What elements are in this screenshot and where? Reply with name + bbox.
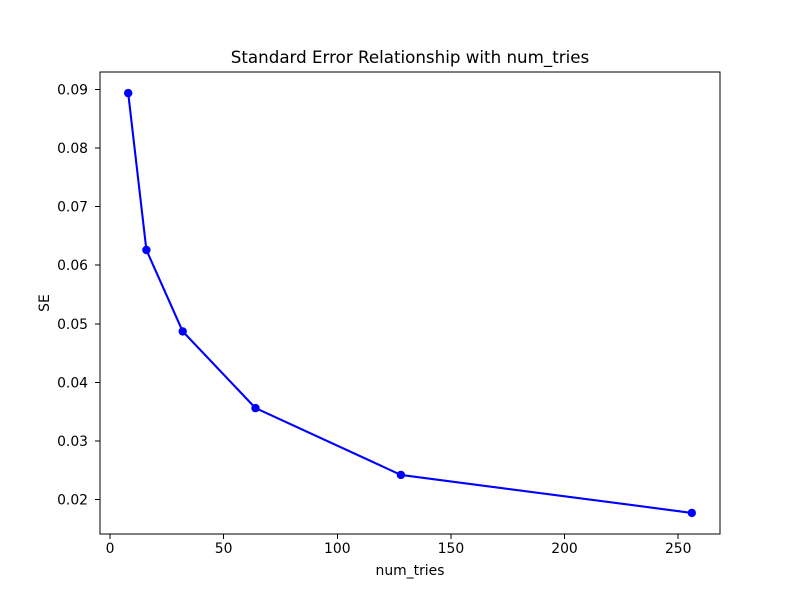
x-tick-label: 150 bbox=[438, 541, 465, 557]
y-tick-label: 0.03 bbox=[57, 434, 88, 450]
plot-area bbox=[99, 71, 721, 535]
x-tick-label: 200 bbox=[551, 541, 578, 557]
y-tick-label: 0.07 bbox=[57, 200, 88, 216]
y-tick-label: 0.05 bbox=[57, 317, 88, 333]
y-tick-label: 0.04 bbox=[57, 375, 88, 391]
data-point-marker bbox=[687, 508, 696, 518]
x-axis-label: num_tries bbox=[376, 563, 445, 579]
y-axis-label: SE bbox=[37, 294, 53, 312]
data-point-marker bbox=[124, 88, 133, 98]
y-tick-label: 0.08 bbox=[57, 141, 88, 157]
data-point-marker bbox=[251, 403, 260, 413]
chart-title: Standard Error Relationship with num_tri… bbox=[231, 47, 589, 68]
series-line bbox=[127, 92, 693, 514]
x-tick-label: 250 bbox=[665, 541, 692, 557]
data-series bbox=[124, 88, 696, 518]
y-tick-label: 0.06 bbox=[57, 258, 88, 274]
x-tick-label: 100 bbox=[324, 541, 351, 557]
x-tick-label: 50 bbox=[215, 541, 233, 557]
y-tick-label: 0.02 bbox=[57, 493, 88, 509]
data-point-marker bbox=[396, 470, 406, 480]
data-point-marker bbox=[142, 245, 151, 255]
axes-ticks: 0 50 100 150 200 250 0.02 0.03 0.04 0.05 0.06 0.07 0… bbox=[57, 83, 691, 557]
y-tick-label: 0.09 bbox=[57, 83, 88, 99]
x-tick-label: 0 bbox=[106, 541, 115, 557]
data-point-marker bbox=[178, 327, 187, 336]
